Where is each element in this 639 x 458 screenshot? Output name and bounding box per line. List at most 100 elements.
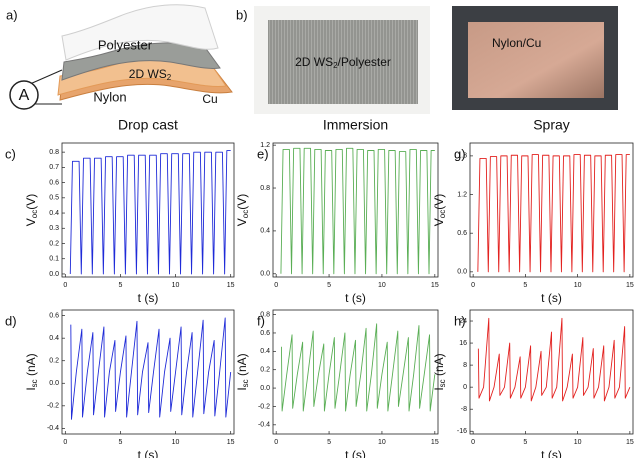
- x-axis-label: t (s): [345, 448, 366, 458]
- plot-frame: [469, 142, 634, 278]
- y-tick-label: -16: [457, 428, 467, 435]
- x-axis-label: t (s): [138, 448, 159, 458]
- y-tick-label: 1.8: [457, 153, 467, 160]
- y-tick-label: -8: [461, 406, 467, 413]
- layer-label: Cu: [202, 92, 217, 106]
- y-axis-label-part: (V): [24, 194, 38, 210]
- y-tick-label: -0.4: [47, 425, 59, 432]
- y-tick-label: 16: [459, 340, 467, 347]
- y-tick-label: 0.6: [49, 179, 59, 186]
- x-tick-label: 5: [118, 282, 122, 289]
- plot-frame: [272, 142, 439, 278]
- x-tick-label: 5: [118, 439, 122, 446]
- x-tick-label: 15: [227, 439, 235, 446]
- data-line: [69, 150, 231, 275]
- y-tick-label: 0.0: [260, 271, 270, 278]
- y-tick-label: 8: [463, 362, 467, 369]
- layer-label: Polyester: [98, 37, 153, 52]
- x-tick-label: 0: [63, 439, 67, 446]
- y-tick-label: 0.6: [457, 230, 467, 237]
- y-axis-label-part: V: [24, 218, 38, 226]
- y-tick-label: 0.0: [260, 385, 270, 392]
- panel-label: a): [6, 7, 18, 22]
- y-axis-label-part: V: [432, 218, 446, 226]
- y-tick-label: 0.7: [49, 164, 59, 171]
- ammeter: [9, 80, 39, 110]
- x-tick-label: 10: [574, 282, 582, 289]
- chart-title: Spray: [533, 117, 570, 133]
- y-tick-label: 0.6: [49, 312, 59, 319]
- y-tick-label: 0.8: [260, 311, 270, 318]
- y-axis-label-part: (nA): [432, 353, 446, 379]
- x-tick-label: 5: [327, 282, 331, 289]
- x-tick-label: 10: [378, 282, 386, 289]
- x-tick-label: 5: [523, 282, 527, 289]
- y-tick-label: 0.6: [260, 330, 270, 337]
- y-tick-label: -0.2: [258, 403, 270, 410]
- y-axis-label-part: oc: [30, 210, 39, 218]
- y-tick-label: 0.4: [49, 210, 59, 217]
- y-axis-label-part: sc: [30, 379, 39, 387]
- plot-frame: [61, 309, 235, 435]
- panel-label: d): [5, 313, 17, 328]
- x-tick-label: 5: [327, 439, 331, 446]
- data-line: [281, 323, 436, 412]
- ammeter-label: A: [19, 87, 30, 104]
- y-axis-label: Isc (nA): [24, 353, 39, 390]
- y-axis-label-part: V: [235, 218, 249, 226]
- x-tick-label: 0: [63, 282, 67, 289]
- data-line: [477, 317, 631, 402]
- ws2-layer: [61, 42, 221, 81]
- panel-label: f): [257, 313, 265, 328]
- wire: [29, 69, 63, 85]
- x-axis-label: t (s): [345, 291, 366, 305]
- y-tick-label: 0.4: [260, 228, 270, 235]
- x-tick-label: 15: [227, 282, 235, 289]
- y-tick-label: 0.2: [260, 367, 270, 374]
- y-axis-label: Voc(V): [432, 194, 447, 226]
- x-axis-label: t (s): [138, 291, 159, 305]
- y-tick-label: 0.0: [49, 380, 59, 387]
- plot-frame: [61, 142, 235, 278]
- photos: b) 2D WS2/Polyester Nylon/Cu: [236, 6, 618, 114]
- y-tick-label: 0.8: [49, 149, 59, 156]
- panel-label: g): [454, 146, 466, 161]
- y-tick-label: 24: [459, 318, 467, 325]
- plot-frame: [469, 309, 634, 435]
- y-axis-label: Isc (nA): [235, 353, 250, 390]
- y-tick-label: 0.0: [457, 269, 467, 276]
- panel-label: h): [454, 313, 466, 328]
- y-axis-label-part: (nA): [24, 353, 38, 379]
- x-axis-label: t (s): [541, 448, 562, 458]
- panel-label: e): [257, 146, 269, 161]
- photo-label: Nylon/Cu: [492, 36, 541, 50]
- x-tick-label: 0: [471, 439, 475, 446]
- y-tick-label: 0.1: [49, 256, 59, 263]
- y-axis-label: Isc (nA): [432, 353, 447, 390]
- photo-label: 2D WS2/Polyester: [295, 55, 391, 70]
- x-tick-label: 10: [378, 439, 386, 446]
- y-tick-label: 0.3: [49, 225, 59, 232]
- x-axis-label: t (s): [541, 291, 562, 305]
- x-tick-label: 15: [626, 439, 634, 446]
- x-tick-label: 10: [172, 282, 180, 289]
- polyester-layer: [61, 4, 219, 61]
- y-tick-label: 0.4: [260, 348, 270, 355]
- schematic: a) Polyester 2D WS2 Nylon Cu A: [6, 4, 233, 110]
- x-tick-label: 15: [431, 282, 439, 289]
- y-tick-label: 0.2: [49, 358, 59, 365]
- y-tick-label: 0.2: [49, 240, 59, 247]
- chart-title: Immersion: [323, 117, 388, 133]
- x-tick-label: 0: [274, 439, 278, 446]
- panel-label: b): [236, 7, 248, 22]
- y-tick-label: 0.8: [260, 185, 270, 192]
- y-axis-label-part: I: [24, 387, 38, 390]
- photo-copper: [468, 22, 604, 98]
- layer-label: 2D WS2: [129, 67, 172, 82]
- x-tick-label: 5: [523, 439, 527, 446]
- y-tick-label: -0.4: [258, 422, 270, 429]
- x-tick-label: 10: [172, 439, 180, 446]
- y-axis-label-part: sc: [438, 379, 447, 387]
- y-axis-label-part: sc: [241, 379, 250, 387]
